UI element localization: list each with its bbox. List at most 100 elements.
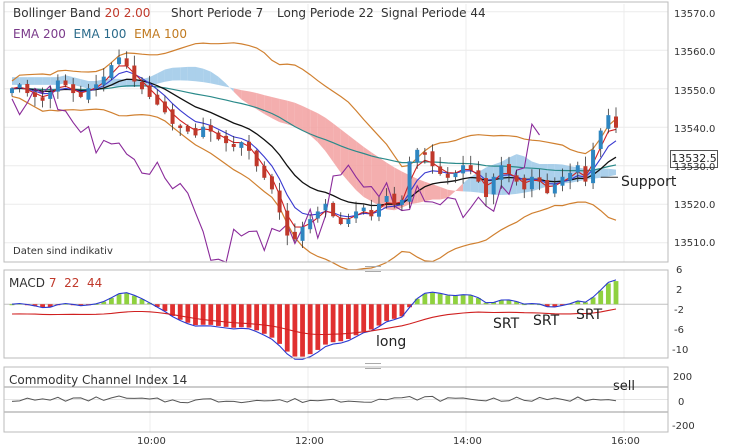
candle-body [438,166,443,174]
candle-body [86,88,91,100]
candle-body [499,165,504,180]
macd-bar [277,304,282,344]
cloud-segment [294,102,303,131]
macd-bar [177,304,183,320]
candle-body [132,65,137,82]
cloud-segment [149,73,158,86]
y-tick-label: 13540.0 [674,124,716,135]
cloud-segment [241,90,250,105]
macd-bar [445,295,451,305]
annotation-sell: sell [613,379,635,394]
cloud-segment [249,91,257,110]
candle-body [277,190,282,213]
candle-body [193,128,198,136]
macd-bar [131,295,137,305]
cci-resize-handle[interactable] [365,363,381,369]
macd-bar [391,304,397,319]
candle-body [575,165,580,173]
macd-bar [575,301,581,305]
candle-body [568,172,573,181]
macd-tick-label: 2 [676,285,683,296]
macd-bar [605,283,611,305]
macd-bar [498,300,504,305]
cci-line [11,395,617,404]
macd-bar [170,304,175,316]
cci-legend: Commodity Channel Index 14 [9,373,187,387]
macd-bar [246,304,252,328]
macd-bar [116,294,122,305]
candle-body [430,151,435,167]
macd-bar [491,302,497,305]
candle-body [445,173,450,178]
ema-legend: EMA 200 EMA 100 EMA 100 [13,27,187,41]
cloud-segment [432,184,441,200]
cloud-segment [42,77,51,85]
macd-bar [346,304,351,339]
macd-bar [292,304,298,357]
macd-tick-label: -2 [674,305,684,316]
candle-body [254,150,259,167]
signal-ma-line [11,65,617,228]
cloud-segment [210,71,219,86]
candle-body [476,170,481,182]
macd-bar [361,304,367,332]
macd-bar [254,304,260,331]
bb-dev: 2.00 [123,6,151,20]
macd-resize-handle[interactable] [365,266,381,272]
x-tick-label: 16:00 [611,436,640,447]
cci-tick-label: 200 [673,372,693,383]
cci-tick-label: -200 [672,421,695,432]
macd-short: 7 [48,276,57,290]
macd-bar [147,302,153,305]
candle-body [216,132,221,140]
candle-body [55,80,60,92]
macd-bar [108,297,114,305]
candle-body [354,211,359,219]
annotation-support: Support [621,174,677,190]
candles [10,49,618,248]
cloud-segment [271,97,280,123]
candle-body [384,196,389,202]
macd-legend: MACD 7 22 44 [9,276,102,290]
macd-signal-line [11,308,617,336]
candle-body [606,115,611,129]
candle-body [361,207,366,212]
candle-body [392,193,397,205]
cloud-segment [325,117,334,162]
candle-body [247,141,252,151]
cloud-segment [302,106,311,136]
macd-bar [231,304,237,328]
candle-body [48,92,53,99]
candle-body [78,91,83,97]
cloud-segment [600,168,609,178]
cloud-segment [440,186,448,200]
cloud-segment [80,79,89,89]
candle-body [109,65,114,79]
macd-bar [193,304,198,326]
cloud-segment [356,140,364,197]
candle-body [147,85,152,97]
annotation-srt-3: SRT [576,307,603,323]
lagging-span-line [11,84,540,264]
macd-bar [63,303,68,305]
candle-body [101,76,106,85]
y-tick-label: 13550.0 [674,86,716,97]
cloud-segment [310,109,318,143]
macd-bar [216,304,221,326]
cloud-segment [180,66,188,81]
macd-bar [590,297,596,305]
candle-body [25,83,30,94]
candle-body [94,84,99,89]
macd-bar [300,304,305,357]
ema3-value: 100 [164,27,187,41]
ema1-value: 200 [42,27,66,41]
cloud-segment [371,152,379,206]
candle-body [461,165,466,174]
macd-bar [185,304,191,323]
macd-bar [529,303,535,305]
x-tick-label: 12:00 [295,436,324,447]
candle-body [468,165,473,171]
short-label: Short Periode [171,6,252,20]
candle-body [40,97,45,101]
candle-body [201,126,206,137]
